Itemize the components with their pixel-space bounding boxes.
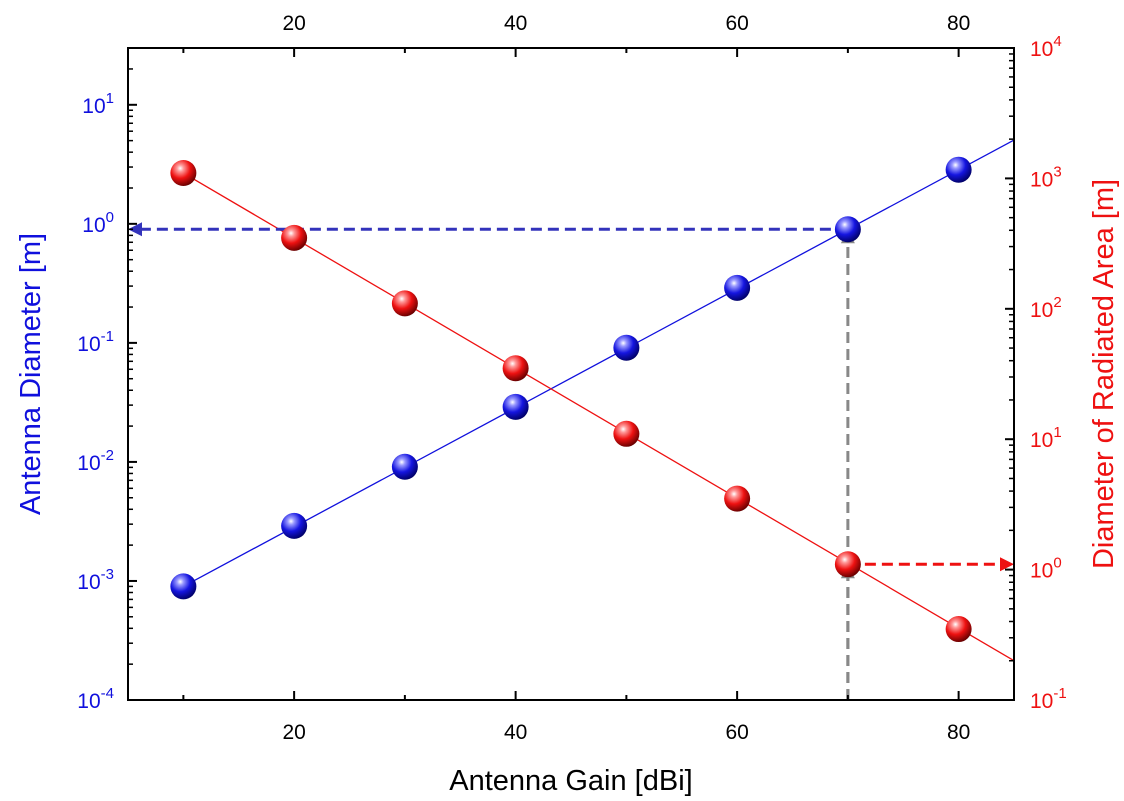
y-right-tick-label: 100 [1030,555,1062,583]
data-point-left [945,156,972,183]
fit-lines [183,139,1015,662]
x-tick-label-top: 20 [282,12,305,35]
data-point-left [834,216,861,243]
data-point-left [391,453,418,480]
x-tick-label-bottom: 20 [282,721,305,744]
annotation-arrows [128,222,1014,700]
x-tick-label-top: 80 [947,12,970,35]
data-point-left [170,573,197,600]
y-right-tick-label: 103 [1030,163,1062,191]
data-point-right [502,355,529,382]
data-point-right [724,485,751,512]
data-point-right [391,290,418,317]
annotation-arrowhead [1000,557,1014,572]
x-tick-label-bottom: 80 [947,721,970,744]
y-left-tick-label: 10-4 [77,685,114,713]
data-point-right [170,160,197,187]
data-point-right [613,420,640,447]
y-left-tick-label: 100 [82,209,114,237]
data-point-right [281,224,308,251]
y-axis-left-label: Antenna Diameter [m] [15,233,47,515]
x-tick-label-top: 60 [725,12,748,35]
y-right-tick-label: 102 [1030,294,1062,322]
data-point-left [502,393,529,420]
x-tick-label-bottom: 40 [504,721,527,744]
data-points [170,156,972,643]
y-left-tick-label: 10-2 [77,447,114,475]
x-tick-label-bottom: 60 [725,721,748,744]
fit-line-right [183,172,1015,662]
y-right-tick-label: 101 [1030,424,1062,452]
y-axis-right-label: Diameter of Radiated Area [m] [1088,179,1120,569]
y-left-tick-label: 101 [82,90,114,118]
y-left-tick-label: 10-1 [77,328,114,356]
data-point-right [834,551,861,578]
data-point-left [613,334,640,361]
x-tick-label-top: 40 [504,12,527,35]
data-point-right [945,616,972,643]
annotation-arrowhead [128,222,142,237]
axis-ticks: 20 20 40 40 60 60 80 80 10-4 10-3 10-2 10-1 100 101 10… [77,12,1066,744]
data-point-left [724,274,751,301]
x-axis-label: Antenna Gain [dBi] [449,765,692,796]
y-right-tick-label: 10-1 [1030,685,1067,713]
plot-frame [127,47,1015,701]
fit-line-left [183,139,1015,587]
data-point-left [281,512,308,539]
y-left-tick-label: 10-3 [77,566,114,594]
y-right-tick-label: 104 [1030,33,1062,61]
